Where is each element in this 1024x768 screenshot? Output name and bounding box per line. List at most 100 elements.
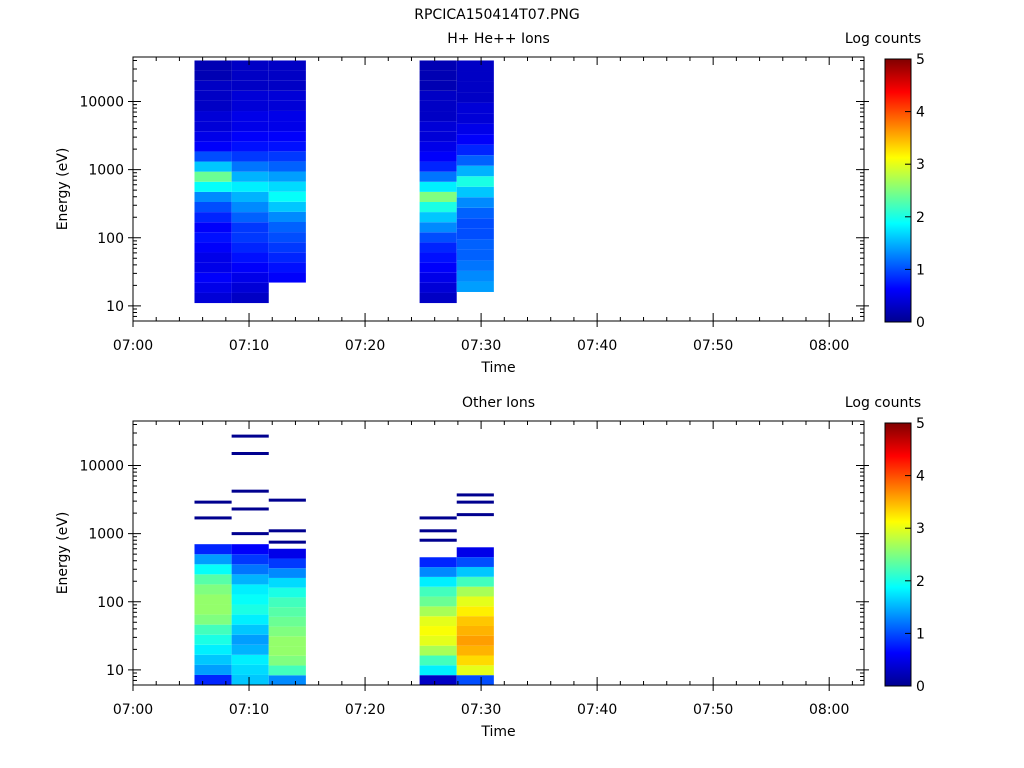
energy-bin [268,211,306,222]
energy-bin [231,242,269,253]
energy-bin [231,262,269,273]
colorbar [884,58,912,323]
energy-bin [194,151,232,162]
energy-bin [456,197,494,208]
energy-bin [456,218,494,229]
energy-bin [456,665,494,676]
energy-bin [419,567,457,577]
energy-bin [194,252,232,263]
energy-bin [268,221,306,233]
energy-bin [419,262,457,273]
x-tick-label: 07:00 [113,702,153,718]
y-tick-label: 1000 [88,527,124,543]
x-tick-label: 07:40 [577,338,617,354]
energy-bin [419,121,457,132]
sparse-energy-line [456,493,494,497]
spectrum-block [419,60,457,304]
y-axis-label: Energy (eV) [55,148,71,231]
energy-bin [268,171,306,182]
energy-bin [419,616,457,627]
colorbar-label: Log counts [845,31,921,47]
energy-bin [268,655,306,666]
energy-bin [231,544,269,555]
energy-bin [268,80,306,91]
energy-bin [194,131,232,142]
energy-bin [456,675,494,685]
spectrum-block [456,60,494,292]
energy-bin [456,557,494,567]
sparse-energy-line [268,498,306,502]
energy-bin [268,272,306,283]
energy-bin [231,232,269,243]
energy-bin [231,111,269,122]
energy-bin [268,201,306,212]
sparse-energy-line [231,434,269,438]
energy-bin [231,644,269,655]
x-tick-label: 08:00 [809,338,849,354]
energy-bin [194,181,232,192]
energy-bin [194,232,232,243]
energy-bin [419,60,457,71]
energy-bin [231,121,269,132]
colorbar-tick-label: 4 [916,105,925,121]
energy-bin [419,161,457,172]
sparse-energy-line [268,540,306,544]
y-axis-label: Energy (eV) [55,512,71,595]
y-tick-label: 10 [106,663,124,679]
colorbar-tick-label: 0 [916,315,925,331]
sparse-energy-line [231,507,269,511]
energy-bin [268,90,306,101]
y-tick-label: 1000 [88,163,124,179]
energy-bin [419,596,457,607]
sparse-energy-line [419,516,457,520]
energy-bin [194,574,232,585]
energy-bin [194,674,232,685]
energy-bin [419,626,457,636]
energy-bin [194,634,232,645]
energy-bin [456,207,494,219]
energy-bin [268,616,306,627]
panel-other-ions: 07:00 07:10 07:20 07:30 07:40 07:50 08:0010100… [55,395,925,740]
energy-bin [194,292,232,304]
energy-bin [231,292,269,304]
x-tick-label: 07:20 [345,338,385,354]
figure-title: RPCICA150414T07.PNG [414,7,579,23]
energy-bin [456,645,494,656]
energy-bin [268,577,306,588]
plot-frame [132,56,865,322]
energy-bin [456,249,494,261]
energy-bin [456,155,494,166]
energy-bin [231,131,269,142]
x-tick-label: 07:50 [693,702,733,718]
energy-bin [419,100,457,112]
energy-bin [419,151,457,162]
energy-bin [456,239,494,250]
spectrum-block [268,60,306,283]
energy-bin [419,212,457,223]
energy-bin [268,548,306,559]
energy-bin [231,614,269,625]
energy-bin [419,222,457,233]
energy-bin [419,191,457,202]
energy-bin [419,645,457,656]
colorbar-tick-label: 0 [916,679,925,695]
energy-bin [419,252,457,263]
energy-bin [456,60,494,72]
energy-bin [419,272,457,283]
energy-bin [231,664,269,675]
energy-bin [231,212,269,223]
energy-bin [456,616,494,626]
energy-bin [231,80,269,91]
energy-bin [268,131,306,142]
energy-bin [231,604,269,615]
energy-bin [231,181,269,192]
energy-bin [231,252,269,263]
energy-bin [194,544,232,555]
energy-bin [194,584,232,595]
energy-bin [194,594,232,605]
colorbar [884,422,912,687]
energy-bin [456,596,494,607]
energy-bin [456,81,494,93]
energy-bin [268,181,306,192]
